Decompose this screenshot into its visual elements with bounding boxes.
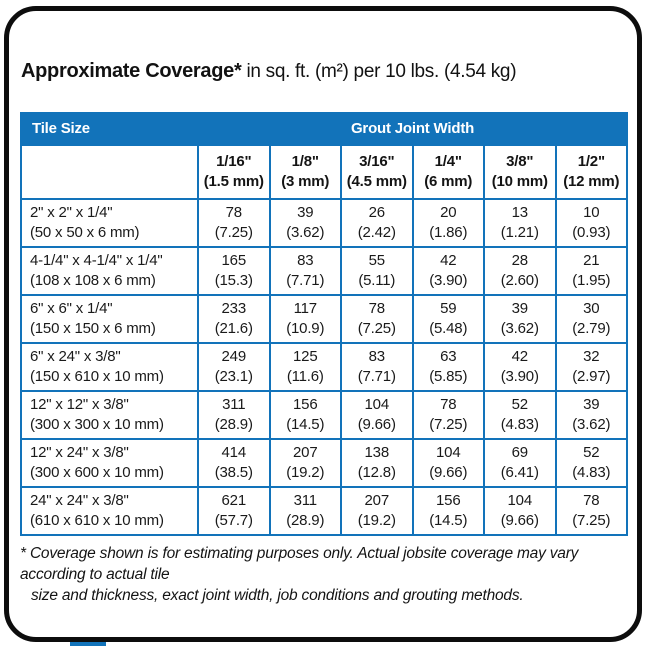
coverage-cell: 165 (15.3) (197, 246, 271, 296)
coverage-cell: 69 (6.41) (483, 438, 557, 488)
coverage-cell: 52 (4.83) (554, 438, 629, 488)
coverage-cell: 138 (12.8) (340, 438, 414, 488)
page-title-suffix: in sq. ft. (m²) per 10 lbs. (4.54 kg) (246, 61, 517, 82)
coverage-cell: 30 (2.79) (554, 294, 629, 344)
coverage-cell: 39 (3.62) (268, 198, 342, 248)
coverage-cell: 311 (28.9) (197, 390, 271, 440)
table-row: 12" x 24" x 3/8" (300 x 600 x 10 mm) 414… (20, 438, 629, 488)
table-row: 6" x 24" x 3/8" (150 x 610 x 10 mm) 249 … (20, 342, 629, 392)
page-title: Approximate Coverage* in sq. ft. (m²) per… (21, 60, 517, 83)
coverage-cell: 55 (5.11) (340, 246, 414, 296)
coverage-cell: 156 (14.5) (411, 486, 485, 536)
coverage-cell: 156 (14.5) (268, 390, 342, 440)
grout-joint-width-header: Grout Joint Width (196, 112, 629, 146)
coverage-cell: 78 (7.25) (411, 390, 485, 440)
coverage-cell: 39 (3.62) (554, 390, 629, 440)
tile-size-cell: 12" x 12" x 3/8" (300 x 300 x 10 mm) (20, 390, 199, 440)
coverage-cell: 39 (3.62) (483, 294, 557, 344)
coverage-cell: 32 (2.97) (554, 342, 629, 392)
footnote-line-2: size and thickness, exact joint width, j… (31, 587, 524, 604)
table-row: 4-1/4" x 4-1/4" x 1/4" (108 x 108 x 6 mm… (20, 246, 629, 296)
tile-size-cell: 6" x 6" x 1/4" (150 x 150 x 6 mm) (20, 294, 199, 344)
coverage-cell: 207 (19.2) (340, 486, 414, 536)
coverage-cell: 233 (21.6) (197, 294, 271, 344)
coverage-cell: 78 (7.25) (340, 294, 414, 344)
table-row: 6" x 6" x 1/4" (150 x 150 x 6 mm) 233 (2… (20, 294, 629, 344)
coverage-cell: 207 (19.2) (268, 438, 342, 488)
coverage-cell: 83 (7.71) (268, 246, 342, 296)
tile-size-cell: 2" x 2" x 1/4" (50 x 50 x 6 mm) (20, 198, 199, 248)
table-row: 12" x 12" x 3/8" (300 x 300 x 10 mm) 311… (20, 390, 629, 440)
coverage-cell: 104 (9.66) (340, 390, 414, 440)
coverage-cell: 104 (9.66) (483, 486, 557, 536)
column-header-3-8in: 3/8" (10 mm) (483, 144, 557, 200)
tile-size-cell: 12" x 24" x 3/8" (300 x 600 x 10 mm) (20, 438, 199, 488)
coverage-cell: 59 (5.48) (411, 294, 485, 344)
coverage-cell: 52 (4.83) (483, 390, 557, 440)
coverage-cell: 311 (28.9) (268, 486, 342, 536)
coverage-cell: 20 (1.86) (411, 198, 485, 248)
table-row: 24" x 24" x 3/8" (610 x 610 x 10 mm) 621… (20, 486, 629, 536)
column-header-1-8in: 1/8" (3 mm) (268, 144, 342, 200)
footnote-line-1: * Coverage shown is for estimating purpo… (20, 545, 579, 583)
column-header-1-16in: 1/16" (1.5 mm) (197, 144, 271, 200)
table-row: 2" x 2" x 1/4" (50 x 50 x 6 mm) 78 (7.25… (20, 198, 629, 248)
coverage-cell: 26 (2.42) (340, 198, 414, 248)
table-header-band: Tile Size Grout Joint Width (20, 112, 629, 146)
coverage-cell: 28 (2.60) (483, 246, 557, 296)
tile-size-cell: 24" x 24" x 3/8" (610 x 610 x 10 mm) (20, 486, 199, 536)
footnote: * Coverage shown is for estimating purpo… (20, 543, 632, 606)
coverage-cell: 125 (11.6) (268, 342, 342, 392)
coverage-cell: 13 (1.21) (483, 198, 557, 248)
coverage-cell: 78 (7.25) (197, 198, 271, 248)
tile-size-cell: 4-1/4" x 4-1/4" x 1/4" (108 x 108 x 6 mm… (20, 246, 199, 296)
coverage-cell: 621 (57.7) (197, 486, 271, 536)
joint-width-subheader-row: 1/16" (1.5 mm) 1/8" (3 mm) 3/16" (4.5 mm… (20, 144, 629, 200)
cropped-blue-element (70, 639, 106, 646)
coverage-cell: 42 (3.90) (411, 246, 485, 296)
tile-size-cell: 6" x 24" x 3/8" (150 x 610 x 10 mm) (20, 342, 199, 392)
empty-corner-cell (20, 144, 199, 200)
coverage-cell: 42 (3.90) (483, 342, 557, 392)
coverage-cell: 21 (1.95) (554, 246, 629, 296)
coverage-cell: 83 (7.71) (340, 342, 414, 392)
coverage-cell: 414 (38.5) (197, 438, 271, 488)
coverage-cell: 78 (7.25) (554, 486, 629, 536)
column-header-1-2in: 1/2" (12 mm) (554, 144, 629, 200)
column-header-1-4in: 1/4" (6 mm) (411, 144, 485, 200)
page-title-main: Approximate Coverage* (21, 60, 242, 82)
coverage-cell: 117 (10.9) (268, 294, 342, 344)
coverage-cell: 10 (0.93) (554, 198, 629, 248)
coverage-table: Tile Size Grout Joint Width 1/16" (1.5 m… (20, 112, 629, 536)
coverage-cell: 249 (23.1) (197, 342, 271, 392)
column-header-3-16in: 3/16" (4.5 mm) (340, 144, 414, 200)
coverage-cell: 104 (9.66) (411, 438, 485, 488)
coverage-cell: 63 (5.85) (411, 342, 485, 392)
tile-size-header: Tile Size (20, 112, 199, 146)
